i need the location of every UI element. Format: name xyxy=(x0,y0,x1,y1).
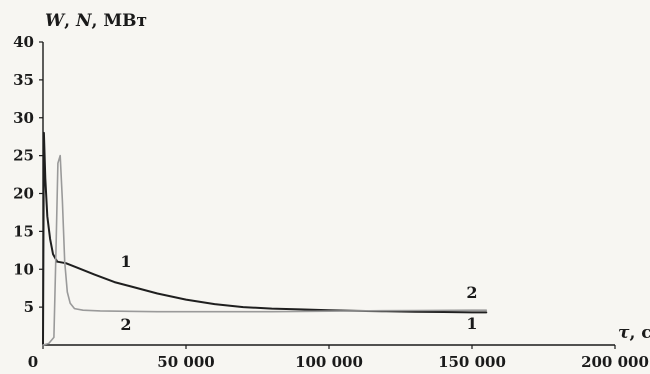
series-line-2 xyxy=(42,154,488,346)
y-tick-label: 30 xyxy=(13,109,34,127)
x-axis-label-symbol: τ xyxy=(618,323,630,343)
x-tick-label: 100 000 xyxy=(295,353,363,371)
y-tick-label: 40 xyxy=(13,33,34,51)
curve-label-2: 2 xyxy=(120,315,131,334)
y-tick-label: 15 xyxy=(13,222,34,240)
curve-label-2: 2 xyxy=(466,283,477,302)
x-tick-label: 0 xyxy=(28,353,38,371)
x-tick-label: 200 000 xyxy=(581,353,649,371)
x-axis-label-unit: , с xyxy=(629,323,650,343)
y-axis-label-symbol-n: N xyxy=(75,11,93,31)
x-axis-ticks: 0 50 000 100 000 150 000 200 000 xyxy=(28,345,649,371)
y-tick-label: 35 xyxy=(13,71,34,89)
y-axis-label-symbol-w: W xyxy=(45,11,66,31)
y-tick-label: 10 xyxy=(13,260,34,278)
y-tick-label: 20 xyxy=(13,185,34,203)
y-tick-label: 25 xyxy=(13,147,34,165)
y-axis-label-unit: , МВт xyxy=(91,11,147,31)
x-axis-label: τ, с xyxy=(618,323,650,343)
y-axis-label-comma: , xyxy=(64,11,76,31)
curve-label-1: 1 xyxy=(466,314,477,333)
y-axis-ticks: 5 10 15 20 25 30 35 40 xyxy=(13,33,43,316)
curve-label-1: 1 xyxy=(120,252,131,271)
series-line-1 xyxy=(42,131,488,346)
series-layer xyxy=(42,131,488,346)
x-tick-label: 150 000 xyxy=(438,353,506,371)
y-tick-label: 5 xyxy=(24,298,34,316)
plot-area xyxy=(42,42,615,346)
curve-labels: 1 1 2 2 xyxy=(120,252,477,334)
y-axis-label: W, N, МВт xyxy=(45,11,147,31)
x-tick-label: 50 000 xyxy=(157,353,214,371)
